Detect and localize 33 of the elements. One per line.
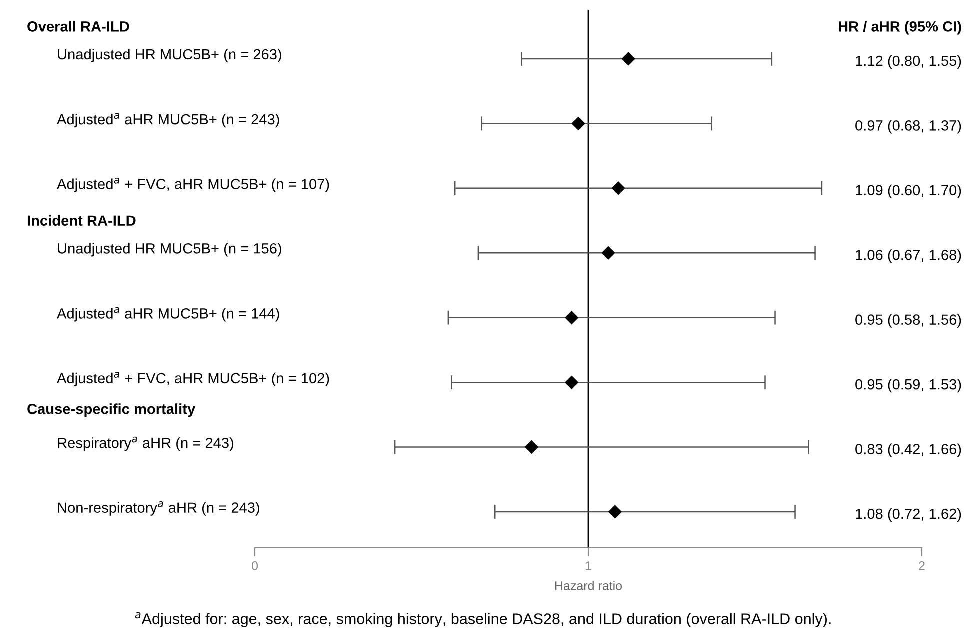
- point: [612, 182, 626, 196]
- annotation: 1.08 (0.72, 1.62): [856, 508, 962, 522]
- text: Overall RA-ILD: [28, 21, 130, 32]
- x-axis-title: Hazard ratio: [555, 581, 622, 590]
- y-tick-label: Non-respiratory$^{a}$ aHR (n = 243): [58, 502, 260, 516]
- annotation: 1.09 (0.60, 1.70): [856, 184, 962, 198]
- point: [525, 440, 538, 454]
- annotation: HR / aHR (95% CI): [839, 21, 962, 35]
- text: Incident RA-ILD: [28, 215, 136, 226]
- annotation: 0.97 (0.68, 1.37): [856, 120, 962, 134]
- point: [602, 246, 616, 260]
- point: [622, 52, 636, 66]
- x-tick-label: 0: [252, 562, 258, 570]
- annotation: 0.95 (0.59, 1.53): [856, 379, 962, 393]
- x-tick-label: 2: [919, 562, 925, 570]
- annotation: 0.95 (0.58, 1.56): [856, 314, 962, 328]
- annotation: 1.06 (0.67, 1.68): [856, 250, 962, 264]
- y-tick-label: Adjusted$^{a}$ + FVC, aHR MUC5B+ (n = 107): [57, 178, 330, 192]
- text: Cause-specific mortality: [28, 404, 196, 418]
- text: $^{a}$Adjusted for: age, sex, race, smoking history, baseline DAS28, and ILD duration (overall RA-ILD only).: [135, 612, 831, 628]
- x-tick-label: 1: [586, 562, 592, 570]
- point: [608, 505, 622, 519]
- annotation: 1.12 (0.80, 1.55): [856, 55, 962, 70]
- y-tick-label: Adjusted$^{a}$ aHR MUC5B+ (n = 243): [57, 113, 280, 128]
- y-tick-label: Adjusted$^{a}$ + FVC, aHR MUC5B+ (n = 102): [57, 372, 330, 386]
- y-tick-label: Unadjusted HR MUC5B+ (n = 156): [58, 243, 282, 257]
- annotation: 0.83 (0.42, 1.66): [856, 444, 962, 458]
- y-tick-label: Unadjusted HR MUC5B+ (n = 263): [58, 48, 282, 63]
- point: [572, 117, 586, 130]
- y-tick-label: Adjusted$^{a}$ aHR MUC5B+ (n = 144): [57, 307, 280, 322]
- point: [565, 311, 578, 324]
- point: [565, 376, 578, 390]
- y-tick-label: Respiratory$^{a}$ aHR (n = 243): [58, 436, 234, 452]
